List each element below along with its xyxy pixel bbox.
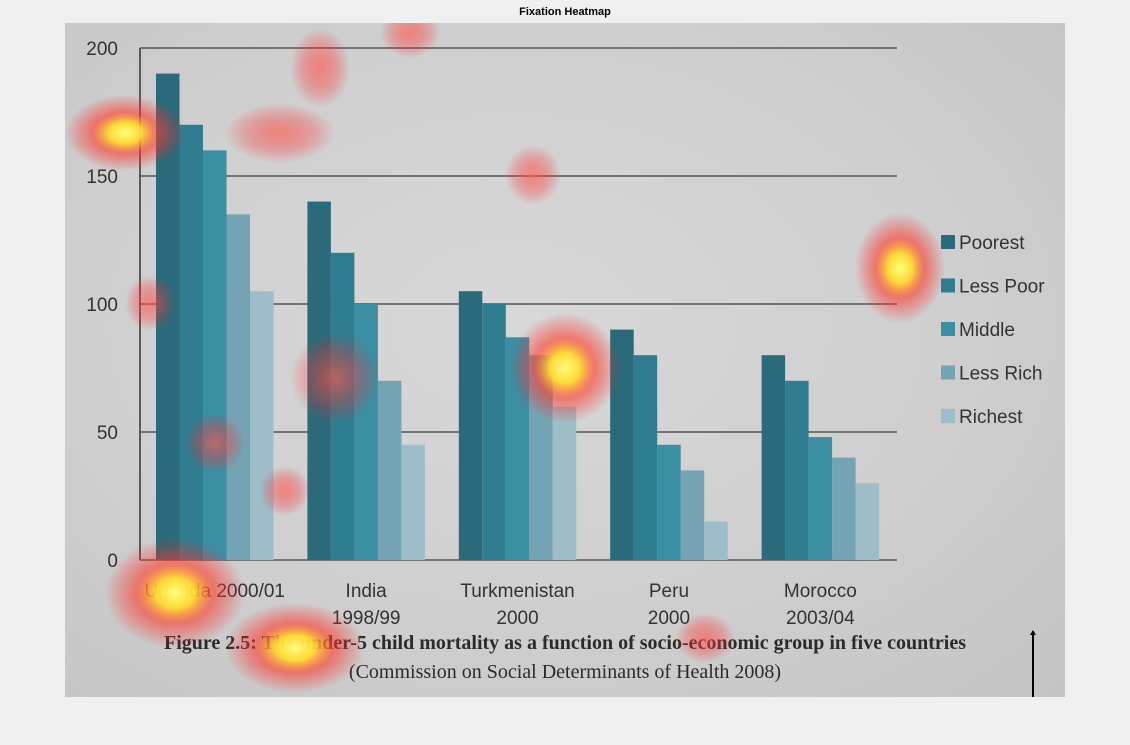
legend-label: Middle <box>959 320 1015 341</box>
heat-spot <box>260 466 310 516</box>
heat-spot <box>290 333 380 423</box>
category-label: India <box>346 581 388 602</box>
heat-spot <box>225 603 365 693</box>
bar-less-poor <box>482 304 506 560</box>
y-tick-label: 200 <box>86 39 118 60</box>
category-label: Peru <box>649 581 689 602</box>
y-tick-label: 50 <box>97 423 118 444</box>
bar-less-rich <box>832 457 856 560</box>
bar-richest <box>552 406 577 560</box>
bar-richest <box>704 521 728 560</box>
heat-spot <box>65 95 185 171</box>
heat-spot <box>125 275 175 331</box>
cursor-marker <box>1032 633 1034 697</box>
bar-poorest <box>458 291 483 560</box>
category-label: 2000 <box>648 608 690 629</box>
legend-swatch <box>941 365 955 380</box>
y-tick-label: 150 <box>86 167 118 188</box>
category-label: 2003/04 <box>786 608 855 629</box>
bar-less-rich <box>226 214 250 560</box>
legend-swatch <box>941 322 955 336</box>
legend-swatch <box>941 278 955 293</box>
heat-spot <box>505 145 561 205</box>
legend-label: Less Rich <box>959 364 1042 385</box>
bar-poorest <box>761 355 786 560</box>
bar-less-poor <box>785 380 809 560</box>
bar-richest <box>401 444 425 560</box>
y-tick-label: 0 <box>107 551 118 572</box>
category-label: Morocco <box>784 581 857 602</box>
legend-swatch <box>941 409 955 423</box>
heat-spot <box>105 538 245 648</box>
heat-spot <box>380 23 440 58</box>
bar-less-poor <box>179 124 203 561</box>
heat-spot <box>855 213 945 323</box>
heat-spot <box>675 613 735 663</box>
bar-less-poor <box>633 355 658 560</box>
figure-source: (Commission on Social Determinants of He… <box>349 661 781 683</box>
bar-less-rich <box>377 380 402 560</box>
cursor-arrow-icon <box>1030 630 1036 635</box>
category-label: Turkmenistan <box>460 581 574 602</box>
y-tick-label: 100 <box>86 295 118 316</box>
heat-spot <box>290 28 350 108</box>
heat-spot <box>185 413 245 473</box>
bar-middle <box>203 150 227 560</box>
bar-middle <box>657 444 681 560</box>
window-title: Fixation Heatmap <box>519 6 611 18</box>
bar-richest <box>855 483 880 560</box>
heat-spot <box>225 103 335 163</box>
heat-spot <box>510 313 620 423</box>
legend-label: Poorest <box>959 233 1025 254</box>
legend-label: Less Poor <box>959 277 1045 298</box>
legend-label: Richest <box>959 407 1023 428</box>
category-label: 2000 <box>496 608 538 629</box>
bar-middle <box>808 437 833 560</box>
bar-richest <box>250 291 274 560</box>
legend-swatch <box>941 235 955 249</box>
bar-less-rich <box>680 470 705 560</box>
